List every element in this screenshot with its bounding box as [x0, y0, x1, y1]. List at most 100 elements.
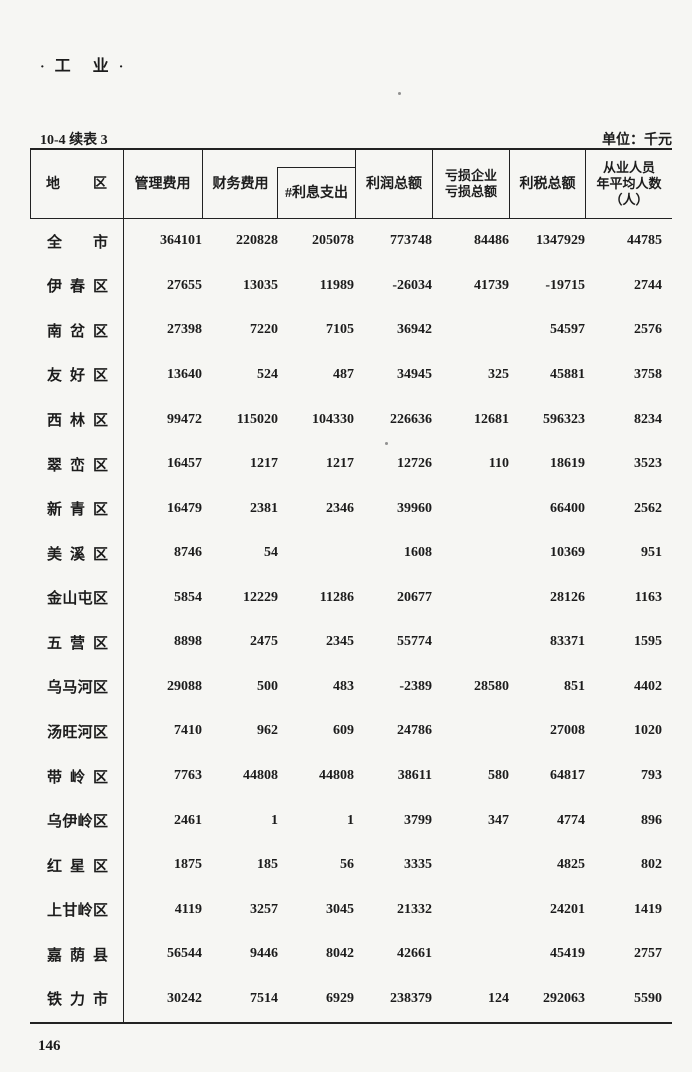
value-cell: 5854: [174, 589, 202, 605]
region-name: 上甘岭区: [47, 903, 108, 920]
value-cell: 36942: [397, 322, 432, 338]
value-cell: 2562: [634, 500, 662, 516]
value-cell: 9446: [250, 946, 278, 962]
table-row: 新青区 16479 2381 2346 39960 66400 2562: [30, 486, 672, 531]
table-row: 西林区 99472 115020 104330 226636 12681 596323 823…: [30, 397, 672, 442]
value-cell: 1595: [634, 634, 662, 650]
value-cell: 1217: [326, 456, 354, 472]
value-cell: 29088: [167, 678, 202, 694]
region-cell: 乌伊岭区: [30, 810, 123, 831]
value-cell: 5590: [634, 990, 662, 1006]
value-cell: 44785: [627, 233, 662, 249]
value-cell: 896: [641, 812, 662, 828]
table-row: 汤旺河区 7410 962 609 24786 27008 1020: [30, 709, 672, 754]
region-cell: 金山屯区: [30, 587, 123, 608]
value-cell: 27655: [167, 277, 202, 293]
value-cell: 45881: [550, 366, 585, 382]
value-cell: 7763: [174, 768, 202, 784]
region-name: 汤旺河区: [47, 724, 108, 741]
value-cell: 962: [257, 723, 278, 739]
value-cell: 2576: [634, 322, 662, 338]
region-cell: 伊春区: [30, 275, 123, 296]
value-cell: 12726: [397, 456, 432, 472]
header-average-employees: 从业人员 年平均人数 （人）: [586, 150, 672, 218]
value-cell: 3758: [634, 366, 662, 382]
table-header-row: 地区 管理费用 财务费用 #利息支出 利润总额 亏损企业 亏损总额 利税总额 从…: [30, 150, 672, 219]
value-cell: 2345: [326, 634, 354, 650]
value-cell: 56544: [167, 946, 202, 962]
value-cell: 11989: [319, 277, 354, 293]
value-cell: 99472: [167, 411, 202, 427]
value-cell: 24786: [397, 723, 432, 739]
value-cell: 1608: [404, 545, 432, 561]
header-employees-line2: 年平均人数: [596, 176, 662, 191]
region-name: 翠峦区: [47, 457, 108, 474]
region-cell: 美溪区: [30, 543, 123, 564]
value-cell: 7514: [250, 990, 278, 1006]
header-total-profit: 利润总额: [356, 150, 433, 218]
region-name: 带岭区: [47, 769, 108, 786]
value-cell: 3257: [250, 901, 278, 917]
value-cell: 3799: [404, 812, 432, 828]
value-cell: 30242: [167, 990, 202, 1006]
value-cell: 951: [641, 545, 662, 561]
bullet-left-icon: ·: [40, 60, 48, 75]
value-cell: 7410: [174, 723, 202, 739]
scan-speck: [385, 442, 388, 445]
value-cell: 34945: [397, 366, 432, 382]
value-cell: 2475: [250, 634, 278, 650]
header-interest-payment: #利息支出: [277, 167, 355, 218]
value-cell: 55774: [397, 634, 432, 650]
region-cell: 带岭区: [30, 766, 123, 787]
value-cell: 325: [488, 366, 509, 382]
value-cell: 185: [257, 857, 278, 873]
region-cell: 铁力市: [30, 988, 123, 1009]
page-number: 146: [38, 1038, 61, 1054]
value-cell: 4774: [557, 812, 585, 828]
value-cell: 13640: [167, 366, 202, 382]
table-row: 嘉荫县 56544 9446 8042 42661 45419 2757: [30, 932, 672, 977]
value-cell: 580: [488, 768, 509, 784]
value-cell: 347: [488, 812, 509, 828]
region-name: 南岔区: [47, 323, 108, 340]
region-cell: 南岔区: [30, 320, 123, 341]
region-name: 金山屯区: [47, 591, 108, 608]
value-cell: 44808: [243, 768, 278, 784]
header-finance-expense: 财务费用: [212, 176, 269, 192]
table-row: 全市 364101 220828 205078 773748 84486 1347929 44…: [30, 219, 672, 264]
region-name: 嘉荫县: [47, 947, 108, 964]
header-finance-expense-group: 财务费用 #利息支出: [203, 150, 356, 218]
value-cell: 364101: [160, 233, 202, 249]
value-cell: 16479: [167, 500, 202, 516]
table-row: 带岭区 7763 44808 44808 38611 580 64817 793: [30, 754, 672, 799]
value-cell: 64817: [550, 768, 585, 784]
value-cell: 8898: [174, 634, 202, 650]
table-row: 南岔区 27398 7220 7105 36942 54597 2576: [30, 308, 672, 353]
table-continuation-label: 10-4 续表 3: [40, 133, 108, 148]
header-loss-of-loss-enterprises: 亏损企业 亏损总额: [433, 150, 510, 218]
value-cell: 66400: [550, 500, 585, 516]
value-cell: 13035: [243, 277, 278, 293]
region-name: 伊春区: [47, 279, 108, 296]
value-cell: 2461: [174, 812, 202, 828]
table-body: 全市 364101 220828 205078 773748 84486 1347929 44…: [30, 219, 672, 1021]
value-cell: 793: [641, 768, 662, 784]
value-cell: 292063: [543, 990, 585, 1006]
value-cell: 1: [271, 812, 278, 828]
value-cell: 500: [257, 678, 278, 694]
value-cell: 110: [488, 456, 509, 472]
table-row: 铁力市 30242 7514 6929 238379 124 292063 5590: [30, 977, 672, 1022]
value-cell: 4119: [174, 901, 202, 917]
value-cell: 38611: [397, 768, 432, 784]
header-employees-line1: 从业人员: [602, 160, 655, 175]
value-cell: 524: [257, 366, 278, 382]
value-cell: 84486: [474, 233, 509, 249]
region-cell: 嘉荫县: [30, 944, 123, 965]
value-cell: 115020: [236, 411, 278, 427]
value-cell: 1347929: [536, 233, 585, 249]
scan-speck: [398, 92, 401, 95]
value-cell: 8746: [174, 545, 202, 561]
value-cell: 4825: [557, 857, 585, 873]
table-row: 乌马河区 29088 500 483 -2389 28580 851 4402: [30, 665, 672, 710]
